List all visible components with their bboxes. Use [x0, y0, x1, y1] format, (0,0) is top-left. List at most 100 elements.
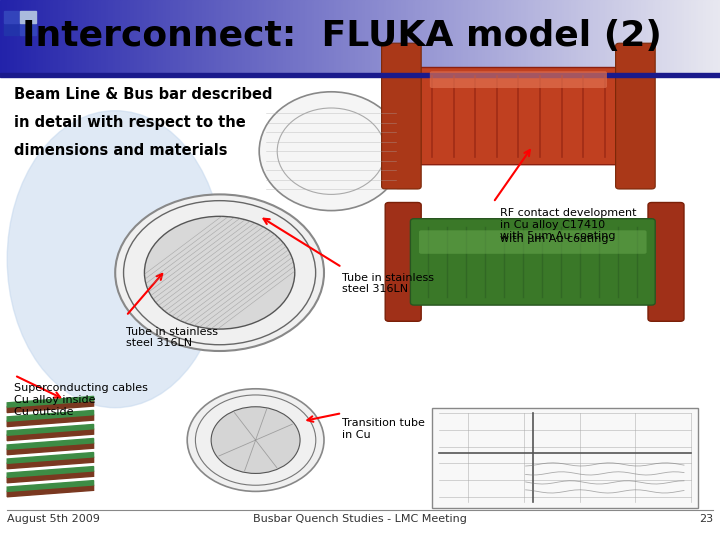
Bar — [463, 0, 467, 73]
Bar — [675, 0, 678, 73]
Bar — [300, 0, 303, 73]
Bar — [614, 0, 618, 73]
Bar — [34, 0, 37, 73]
Bar — [542, 0, 546, 73]
Bar — [120, 0, 123, 73]
Circle shape — [145, 217, 294, 329]
Bar — [686, 0, 690, 73]
Bar — [473, 0, 476, 73]
Bar — [189, 0, 193, 73]
Bar — [346, 0, 348, 73]
Bar — [324, 0, 327, 73]
Text: Superconducting cables
Cu alloy inside
Cu outside: Superconducting cables Cu alloy inside C… — [14, 383, 148, 416]
Bar — [70, 0, 73, 73]
Bar — [715, 0, 719, 73]
Bar — [372, 0, 375, 73]
Bar — [144, 0, 147, 73]
Bar — [243, 0, 246, 73]
Ellipse shape — [259, 92, 403, 211]
Bar — [161, 0, 164, 73]
Bar — [2, 0, 6, 73]
Bar — [158, 0, 161, 73]
Bar — [439, 0, 442, 73]
Bar — [228, 0, 231, 73]
Bar — [207, 0, 210, 73]
Bar — [216, 0, 219, 73]
Bar — [691, 0, 694, 73]
Bar — [22, 0, 24, 73]
Bar — [341, 0, 344, 73]
Bar — [646, 0, 649, 73]
Bar — [423, 0, 426, 73]
Bar — [387, 0, 390, 73]
Bar — [50, 0, 53, 73]
Bar — [576, 0, 579, 73]
Bar — [0, 73, 720, 77]
Bar — [254, 0, 258, 73]
Bar — [595, 0, 598, 73]
Bar — [238, 0, 240, 73]
Bar — [89, 0, 92, 73]
Bar — [408, 0, 411, 73]
Bar — [679, 0, 683, 73]
Ellipse shape — [7, 111, 223, 408]
Bar — [456, 0, 459, 73]
Bar — [437, 0, 440, 73]
Bar — [459, 0, 462, 73]
Bar — [583, 0, 586, 73]
Bar — [115, 0, 118, 73]
Bar — [562, 0, 564, 73]
Bar — [338, 0, 341, 73]
Bar — [36, 0, 39, 73]
Bar — [492, 0, 495, 73]
Bar — [657, 0, 661, 73]
Bar — [600, 0, 603, 73]
Bar — [454, 0, 456, 73]
Bar — [624, 0, 627, 73]
Bar — [430, 0, 433, 73]
Text: August 5th 2009: August 5th 2009 — [7, 515, 100, 524]
Bar — [377, 0, 380, 73]
Bar — [698, 0, 701, 73]
Text: Interconnect:  FLUKA model (2): Interconnect: FLUKA model (2) — [22, 19, 662, 53]
Bar — [643, 0, 647, 73]
Bar — [173, 0, 176, 73]
Bar — [718, 0, 720, 73]
Bar — [127, 0, 130, 73]
Bar — [418, 0, 420, 73]
Bar — [31, 0, 35, 73]
Polygon shape — [7, 424, 94, 435]
Bar — [209, 0, 212, 73]
Bar — [672, 0, 675, 73]
Bar — [151, 0, 154, 73]
Bar — [585, 0, 589, 73]
Bar — [468, 0, 471, 73]
Bar — [369, 0, 373, 73]
Bar — [660, 0, 663, 73]
Bar — [9, 0, 13, 73]
Bar — [689, 0, 692, 73]
Bar — [379, 0, 382, 73]
Bar — [230, 0, 233, 73]
Polygon shape — [7, 467, 94, 477]
Bar — [7, 0, 10, 73]
Bar — [130, 0, 132, 73]
FancyBboxPatch shape — [648, 202, 684, 321]
Bar — [312, 0, 315, 73]
Bar — [106, 0, 109, 73]
Bar — [86, 0, 89, 73]
Bar — [605, 0, 608, 73]
Bar — [283, 0, 287, 73]
Bar — [286, 0, 289, 73]
Bar — [204, 0, 207, 73]
Bar — [502, 0, 505, 73]
Bar — [384, 0, 387, 73]
Polygon shape — [7, 438, 94, 449]
Bar — [480, 0, 483, 73]
Bar — [264, 0, 267, 73]
Bar — [677, 0, 680, 73]
Bar — [634, 0, 636, 73]
Bar — [355, 0, 359, 73]
Bar — [55, 0, 58, 73]
Bar — [214, 0, 217, 73]
